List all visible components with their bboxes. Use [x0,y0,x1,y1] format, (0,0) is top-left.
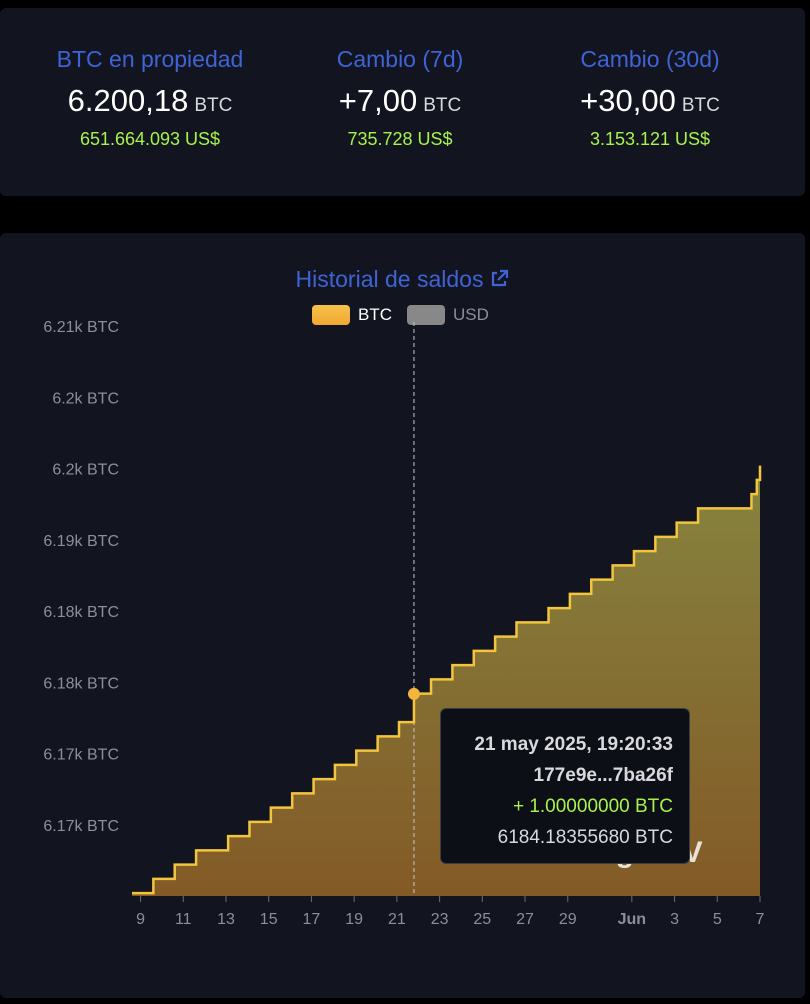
stat-label: Cambio (7d) [336,46,464,72]
chart-title-link[interactable]: Historial de saldos [0,266,805,295]
stat-number: +30,00 [580,83,676,118]
external-link-icon[interactable] [489,268,509,295]
tooltip-tx: 177e9e...7ba26f [533,765,673,786]
x-tick-label: 29 [559,911,577,928]
stat-label: Cambio (30d) [580,46,720,72]
x-tick-label: 3 [670,911,679,928]
stat-usd: 3.153.121 US$ [589,129,711,149]
stat-value: +30,00 BTC [515,83,785,119]
x-tick-label: 21 [388,911,406,928]
x-tick-label: 15 [260,911,278,928]
x-tick-label: 23 [431,911,449,928]
y-tick-label: 6.19k BTC [43,533,119,550]
stat-value: 6.200,18 BTC [15,83,285,119]
legend-swatch-btc [312,305,350,325]
tooltip-delta: + 1.00000000 BTC [512,796,673,817]
y-tick-label: 6.2k BTC [52,390,119,407]
summary-card: BTC en propiedad 6.200,18 BTC 651.664.093… [0,8,805,196]
x-tick-label: 5 [713,911,722,928]
x-tick-label: Jun [618,911,646,928]
y-tick-label: 6.18k BTC [43,675,119,692]
x-tick-label: 11 [175,911,192,928]
stat-number: +7,00 [338,83,418,118]
stat-label: BTC en propiedad [56,46,244,72]
x-tick-label: 25 [473,911,491,928]
stat-number: 6.200,18 [67,83,189,118]
stat-value: +7,00 BTC [265,83,535,119]
stat-unit: BTC [681,95,720,116]
x-tick-label: 13 [217,911,235,928]
x-tick-label: 7 [756,911,765,928]
y-tick-label: 6.17k BTC [43,747,119,764]
x-tick-label: 9 [136,911,145,928]
stat-usd: 735.728 US$ [347,129,453,149]
legend-label: BTC [358,305,392,324]
hover-point [407,687,420,700]
y-tick-label: 6.21k BTC [43,319,119,336]
x-tick-label: 27 [516,911,534,928]
tooltip-balance: 6184.18355680 BTC [497,827,673,848]
x-tick-label: 19 [345,911,363,928]
stat-usd: 651.664.093 US$ [79,129,221,149]
stat-unit: BTC [194,95,233,116]
tooltip: 21 may 2025, 19:20:33 177e9e...7ba26f + … [440,708,690,864]
legend-item-usd[interactable]: USD [407,304,489,326]
y-tick-label: 6.17k BTC [43,818,119,835]
legend-swatch-usd [407,305,445,325]
x-tick-label: 17 [303,911,321,928]
tooltip-date: 21 may 2025, 19:20:33 [474,734,673,755]
balance-line [132,465,762,895]
y-tick-label: 6.18k BTC [43,604,119,621]
chart-title[interactable]: Historial de saldos [295,266,484,292]
y-tick-label: 6.2k BTC [52,462,119,479]
stat-unit: BTC [423,95,462,116]
legend-item-btc[interactable]: BTC [312,304,392,326]
legend-label: USD [453,305,489,324]
